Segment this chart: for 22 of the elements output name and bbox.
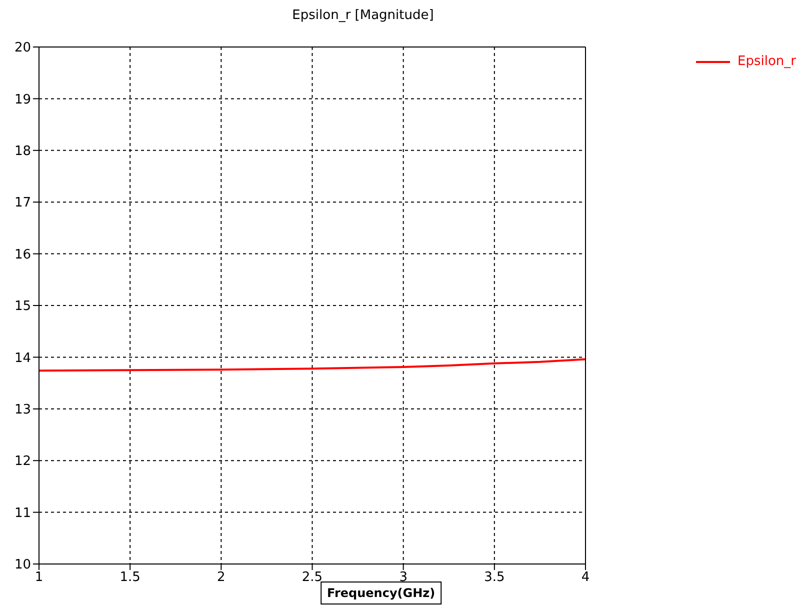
x-tick-label: 1 xyxy=(34,570,44,586)
line-series xyxy=(39,358,586,372)
x-axis-title: Frequency(GHz) xyxy=(327,586,436,600)
y-tick-label: 13 xyxy=(14,402,31,418)
y-tick-label: 16 xyxy=(14,247,31,262)
y-tick-label: 14 xyxy=(14,350,31,366)
x-tick-label: 3.5 xyxy=(484,570,505,586)
y-tick-label: 10 xyxy=(14,558,31,573)
chart-title: Epsilon_r [Magnitude] xyxy=(291,8,435,23)
y-tick-label: 17 xyxy=(14,196,31,211)
legend-label: Epsilon_r xyxy=(738,54,796,69)
y-tick-label: 11 xyxy=(14,506,31,521)
y-tick-label: 12 xyxy=(14,454,31,470)
y-tick-label: 20 xyxy=(14,40,31,56)
y-tick-label: 18 xyxy=(14,144,31,160)
x-tick-label: 1.5 xyxy=(120,570,140,586)
y-tick-label: 19 xyxy=(14,92,31,108)
x-tick-label: 4 xyxy=(581,570,590,586)
y-tick-label: 15 xyxy=(14,299,31,314)
x-tick-label: 2 xyxy=(217,570,226,586)
x-tick-label: 2.5 xyxy=(302,570,323,586)
x-tick-label: 3 xyxy=(399,570,408,586)
